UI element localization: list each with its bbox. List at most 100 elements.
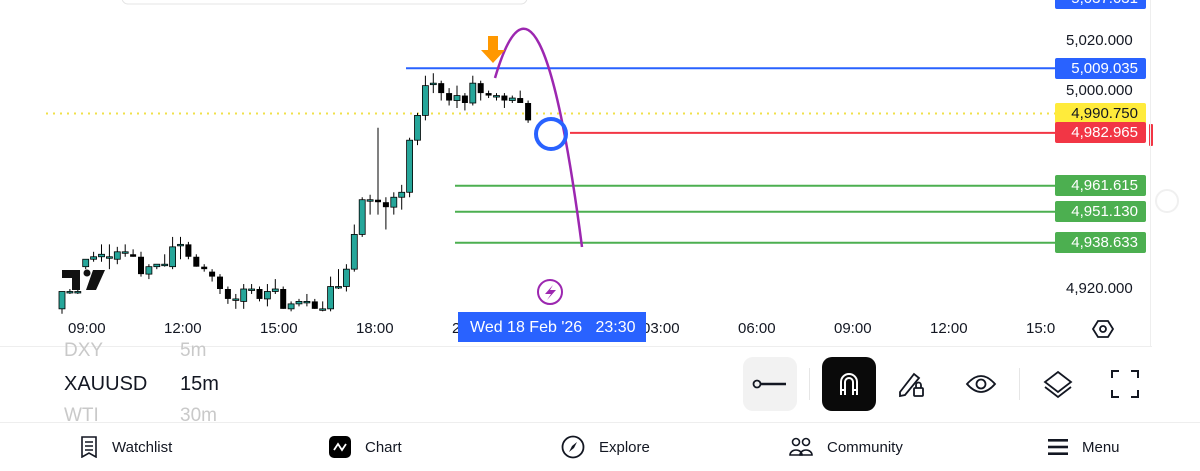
candle-body	[350, 234, 358, 270]
candle-body	[145, 266, 153, 275]
fullscreen-icon	[1111, 370, 1139, 398]
time-axis-tick: 12:00	[164, 320, 202, 337]
magnet-button[interactable]	[822, 357, 876, 411]
time-axis-tick: 03:00	[642, 320, 680, 337]
candle-body	[66, 291, 74, 294]
candle-body	[138, 256, 144, 275]
candle-body	[382, 202, 389, 208]
price-line-label[interactable]: 5,037.031	[1055, 0, 1146, 10]
candle-body	[406, 139, 414, 193]
price-chart[interactable]	[0, 0, 1200, 346]
candle-body	[121, 251, 129, 254]
time-axis-tick: 09:00	[834, 320, 872, 337]
price-line-label[interactable]: 4,982.965	[1055, 122, 1146, 144]
down-arrow-icon	[481, 36, 505, 63]
candle-body	[153, 263, 161, 268]
candle-body	[263, 291, 271, 300]
candle-body	[469, 82, 477, 104]
symbol-item-dxy[interactable]: DXY 5m	[64, 340, 207, 360]
candle-body	[232, 298, 240, 301]
menu-icon	[1048, 439, 1068, 455]
tradingview-logo	[62, 270, 80, 290]
watchlist-icon	[81, 436, 97, 458]
candle-body	[327, 286, 335, 310]
candle-body	[501, 95, 508, 101]
symbol-item-xauusd[interactable]: XAUUSD 15m	[64, 373, 219, 395]
candle-body	[280, 289, 287, 309]
time-axis-tick: 2	[452, 320, 461, 337]
price-line-label[interactable]: 5,009.035	[1055, 57, 1146, 79]
candle-body	[193, 256, 200, 267]
candle-body	[461, 95, 468, 103]
horizontal-line-icon	[752, 379, 786, 389]
candle-body	[287, 303, 295, 310]
tradingview-logo-slash	[86, 270, 105, 290]
price-line-label[interactable]: 4,951.130	[1055, 201, 1146, 223]
lightning-icon	[537, 279, 563, 305]
tradingview-logo-dot	[83, 269, 91, 277]
crosshair-time-label: Wed 18 Feb '26 23:30	[458, 312, 646, 342]
candle-body	[493, 95, 500, 98]
price-axis-tick: 5,020.000	[1066, 32, 1133, 49]
price-axis-tick: 4,920.000	[1066, 280, 1133, 297]
candle-body	[209, 271, 216, 277]
candle-body	[271, 288, 279, 292]
visibility-button[interactable]	[954, 357, 1008, 411]
bottom-navigation: Watchlist Chart Explore Community Menu	[0, 422, 1200, 470]
candle-body	[130, 254, 137, 257]
candle-body	[335, 286, 342, 289]
candle-body	[398, 191, 406, 198]
candle-body	[446, 93, 453, 101]
nav-menu[interactable]: Menu	[1048, 423, 1120, 471]
candle-body	[390, 196, 398, 208]
lock-drawings-button[interactable]	[885, 357, 939, 411]
price-axis-tick: 5,000.000	[1066, 81, 1133, 99]
nav-community[interactable]: Community	[789, 423, 903, 471]
nav-chart[interactable]: Chart	[329, 423, 402, 471]
candle-body	[358, 199, 366, 235]
time-axis-tick: 12:00	[930, 320, 968, 337]
candle-body	[90, 256, 97, 260]
projection-curve	[493, 27, 584, 248]
candle-body	[98, 253, 105, 258]
chart-canvas[interactable]	[0, 0, 1200, 346]
eye-icon	[965, 375, 997, 393]
compass-icon	[561, 435, 585, 459]
candle-body	[217, 276, 223, 289]
candle-body	[342, 268, 350, 287]
candle-body	[525, 103, 532, 121]
candle-body	[240, 288, 248, 302]
time-axis-tick: 18:00	[356, 320, 394, 337]
candle-body	[477, 83, 484, 94]
candle-body	[319, 308, 327, 311]
candle-body	[421, 85, 429, 116]
candle-body	[429, 82, 437, 86]
candle-body	[58, 291, 66, 310]
nav-watchlist[interactable]: Watchlist	[80, 423, 172, 471]
candle-body	[485, 93, 492, 96]
candle-body	[414, 115, 421, 141]
candle-body	[375, 199, 381, 203]
fullscreen-button[interactable]	[1098, 357, 1152, 411]
time-axis-tick: 15:0	[1026, 320, 1056, 337]
horizontal-line-tool-button[interactable]	[743, 357, 797, 411]
price-line-label[interactable]: 4,961.615	[1055, 175, 1146, 197]
time-axis-tick: 06:00	[738, 320, 776, 337]
candle-body	[303, 300, 311, 304]
candle-body	[161, 263, 169, 267]
candle-body	[295, 300, 303, 305]
chart-settings-button[interactable]	[1091, 318, 1115, 340]
layers-button[interactable]	[1031, 357, 1085, 411]
candle-body	[438, 83, 445, 94]
community-icon	[789, 437, 813, 456]
symbol-item-wti[interactable]: WTI 30m	[64, 405, 217, 422]
chart-icon	[329, 436, 351, 458]
candle-body	[185, 244, 192, 257]
settings-hexagon-icon	[1091, 320, 1115, 338]
candle-body	[74, 291, 82, 294]
candle-body	[201, 266, 208, 270]
magnet-icon	[840, 373, 858, 395]
price-line-label[interactable]: 4,938.633	[1055, 232, 1146, 254]
nav-explore[interactable]: Explore	[561, 423, 650, 471]
price-line-label[interactable]: 4,990.750	[1055, 103, 1146, 125]
